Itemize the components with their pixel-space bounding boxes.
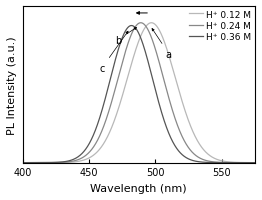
Text: b: b [115,28,137,45]
Text: c: c [100,32,128,73]
X-axis label: Wavelength (nm): Wavelength (nm) [90,183,187,193]
Text: a: a [152,29,172,59]
Legend: H⁺ 0.12 M, H⁺ 0.24 M, H⁺ 0.36 M: H⁺ 0.12 M, H⁺ 0.24 M, H⁺ 0.36 M [188,10,252,43]
Y-axis label: PL Intensity (a.u.): PL Intensity (a.u.) [7,36,17,134]
